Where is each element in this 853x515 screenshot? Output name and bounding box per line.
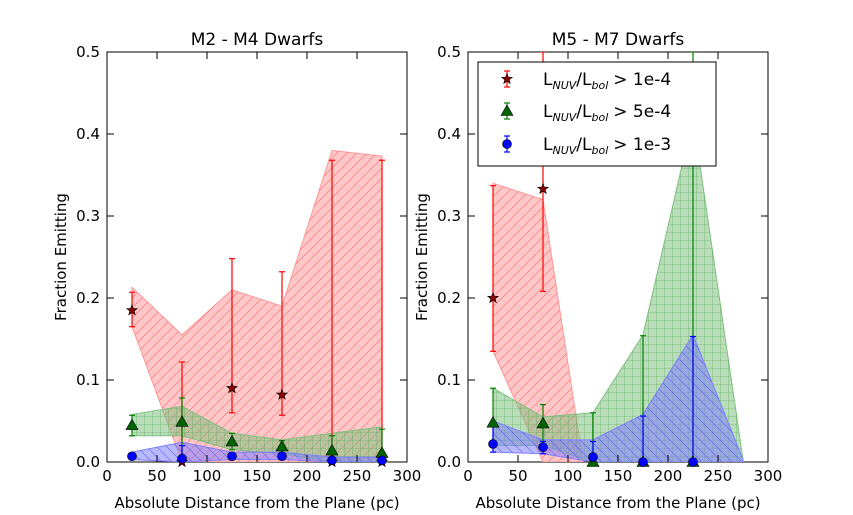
y-tick-label: 0.1	[76, 371, 100, 389]
x-tick-label: 300	[754, 467, 783, 485]
legend-threshold: > 1e-3	[613, 135, 671, 155]
y-tick-label: 0.2	[76, 289, 100, 307]
x-tick-label: 100	[554, 467, 583, 485]
point-green	[175, 415, 189, 427]
y-tick-label: 0.2	[437, 289, 461, 307]
point-blue	[177, 453, 187, 464]
legend-threshold: > 5e-4	[613, 102, 671, 122]
point-red	[275, 388, 289, 400]
legend-marker-blue	[502, 139, 512, 149]
y-tick-label: 0.1	[437, 371, 461, 389]
chart-title: M2 - M4 Dwarfs	[191, 30, 324, 50]
legend-frame	[477, 61, 717, 167]
point-red	[125, 303, 139, 316]
legend: LNUV/Lbol > 1e-4 LNUV/Lbol > 5e-4 LNUV/Lbo…	[477, 61, 717, 167]
chart-title: M5 - M7 Dwarfs	[552, 30, 685, 50]
point-red	[536, 182, 550, 195]
x-tick-label: 0	[463, 467, 473, 485]
point-green	[275, 439, 289, 452]
band-hatch-red	[493, 183, 583, 462]
point-red	[486, 291, 500, 304]
x-tick-label: 200	[293, 467, 322, 485]
legend-threshold: > 1e-4	[613, 70, 671, 90]
x-tick-label: 50	[508, 467, 527, 485]
x-tick-label: 100	[193, 467, 222, 485]
legend-sub-bol: bol	[592, 111, 609, 124]
point-green	[486, 416, 500, 428]
y-tick-label: 0.5	[437, 43, 461, 61]
legend-slash: /L	[576, 70, 592, 90]
band-hatch-blue	[132, 442, 382, 462]
x-axis-label: Absolute Distance from the Plane (pc)	[114, 494, 399, 512]
legend-sub-bol: bol	[592, 144, 609, 157]
y-axis-label: Fraction Emitting	[413, 193, 431, 321]
legend-sub-nuv: NUV	[552, 111, 577, 124]
point-blue	[638, 457, 648, 467]
y-tick-label: 0.0	[76, 453, 100, 471]
point-blue	[488, 439, 498, 449]
point-green	[325, 443, 339, 456]
point-blue	[688, 457, 698, 467]
legend-slash: /L	[576, 102, 592, 122]
point-blue	[377, 455, 387, 466]
marker-layer	[486, 182, 700, 467]
point-red	[225, 381, 239, 394]
legend-marker-green	[500, 104, 514, 116]
x-tick-label: 150	[243, 467, 272, 485]
y-tick-label: 0.3	[437, 207, 461, 225]
band-hatch-blue	[493, 334, 743, 462]
point-green	[536, 416, 550, 429]
band-layer	[492, 117, 744, 462]
y-tick-label: 0.0	[437, 453, 461, 471]
tick-layer: 0 50 100 150 200 250 300 0.0 0.1 0.2 0.3 0.4 0.5	[76, 43, 421, 485]
marker-layer	[125, 303, 389, 468]
legend-sub-nuv: NUV	[552, 144, 577, 157]
x-tick-label: 250	[704, 467, 733, 485]
legend-slash: /L	[576, 135, 592, 155]
point-blue	[127, 451, 137, 462]
point-green	[225, 434, 239, 447]
y-tick-label: 0.4	[76, 125, 100, 143]
x-tick-label: 150	[604, 467, 633, 485]
panel-m5-m7: 0 50 100 150 200 250 300 0.0 0.1 0.2 0.3 0.4 0.5 M5 …	[413, 30, 782, 512]
y-axis-label: Fraction Emitting	[52, 193, 70, 321]
point-blue	[227, 451, 237, 462]
x-tick-label: 250	[343, 467, 372, 485]
y-tick-label: 0.4	[437, 125, 461, 143]
band-hatch-green	[132, 406, 382, 462]
point-green	[125, 418, 139, 430]
legend-marker-layer	[500, 70, 514, 153]
tick-layer: 0 50 100 150 200 250 300 0.0 0.1 0.2 0.3 0.4 0.5	[437, 43, 782, 485]
band-hatch-red	[132, 150, 382, 462]
x-tick-label: 0	[102, 467, 112, 485]
legend-marker-red	[500, 72, 514, 85]
y-tick-label: 0.5	[76, 43, 100, 61]
point-blue	[277, 451, 287, 462]
x-tick-label: 200	[654, 467, 683, 485]
point-blue	[538, 442, 548, 453]
point-blue	[588, 452, 598, 462]
point-blue	[327, 455, 337, 466]
legend-sub-nuv: NUV	[552, 79, 577, 92]
x-tick-label: 50	[147, 467, 166, 485]
band-layer	[131, 149, 383, 462]
y-tick-label: 0.3	[76, 207, 100, 225]
x-axis-label: Absolute Distance from the Plane (pc)	[475, 494, 760, 512]
panel-m2-m4: 0 50 100 150 200 250 300 0.0 0.1 0.2 0.3 0.4 0.5 M2 …	[52, 30, 421, 512]
x-tick-label: 300	[393, 467, 422, 485]
legend-sub-bol: bol	[592, 79, 609, 92]
